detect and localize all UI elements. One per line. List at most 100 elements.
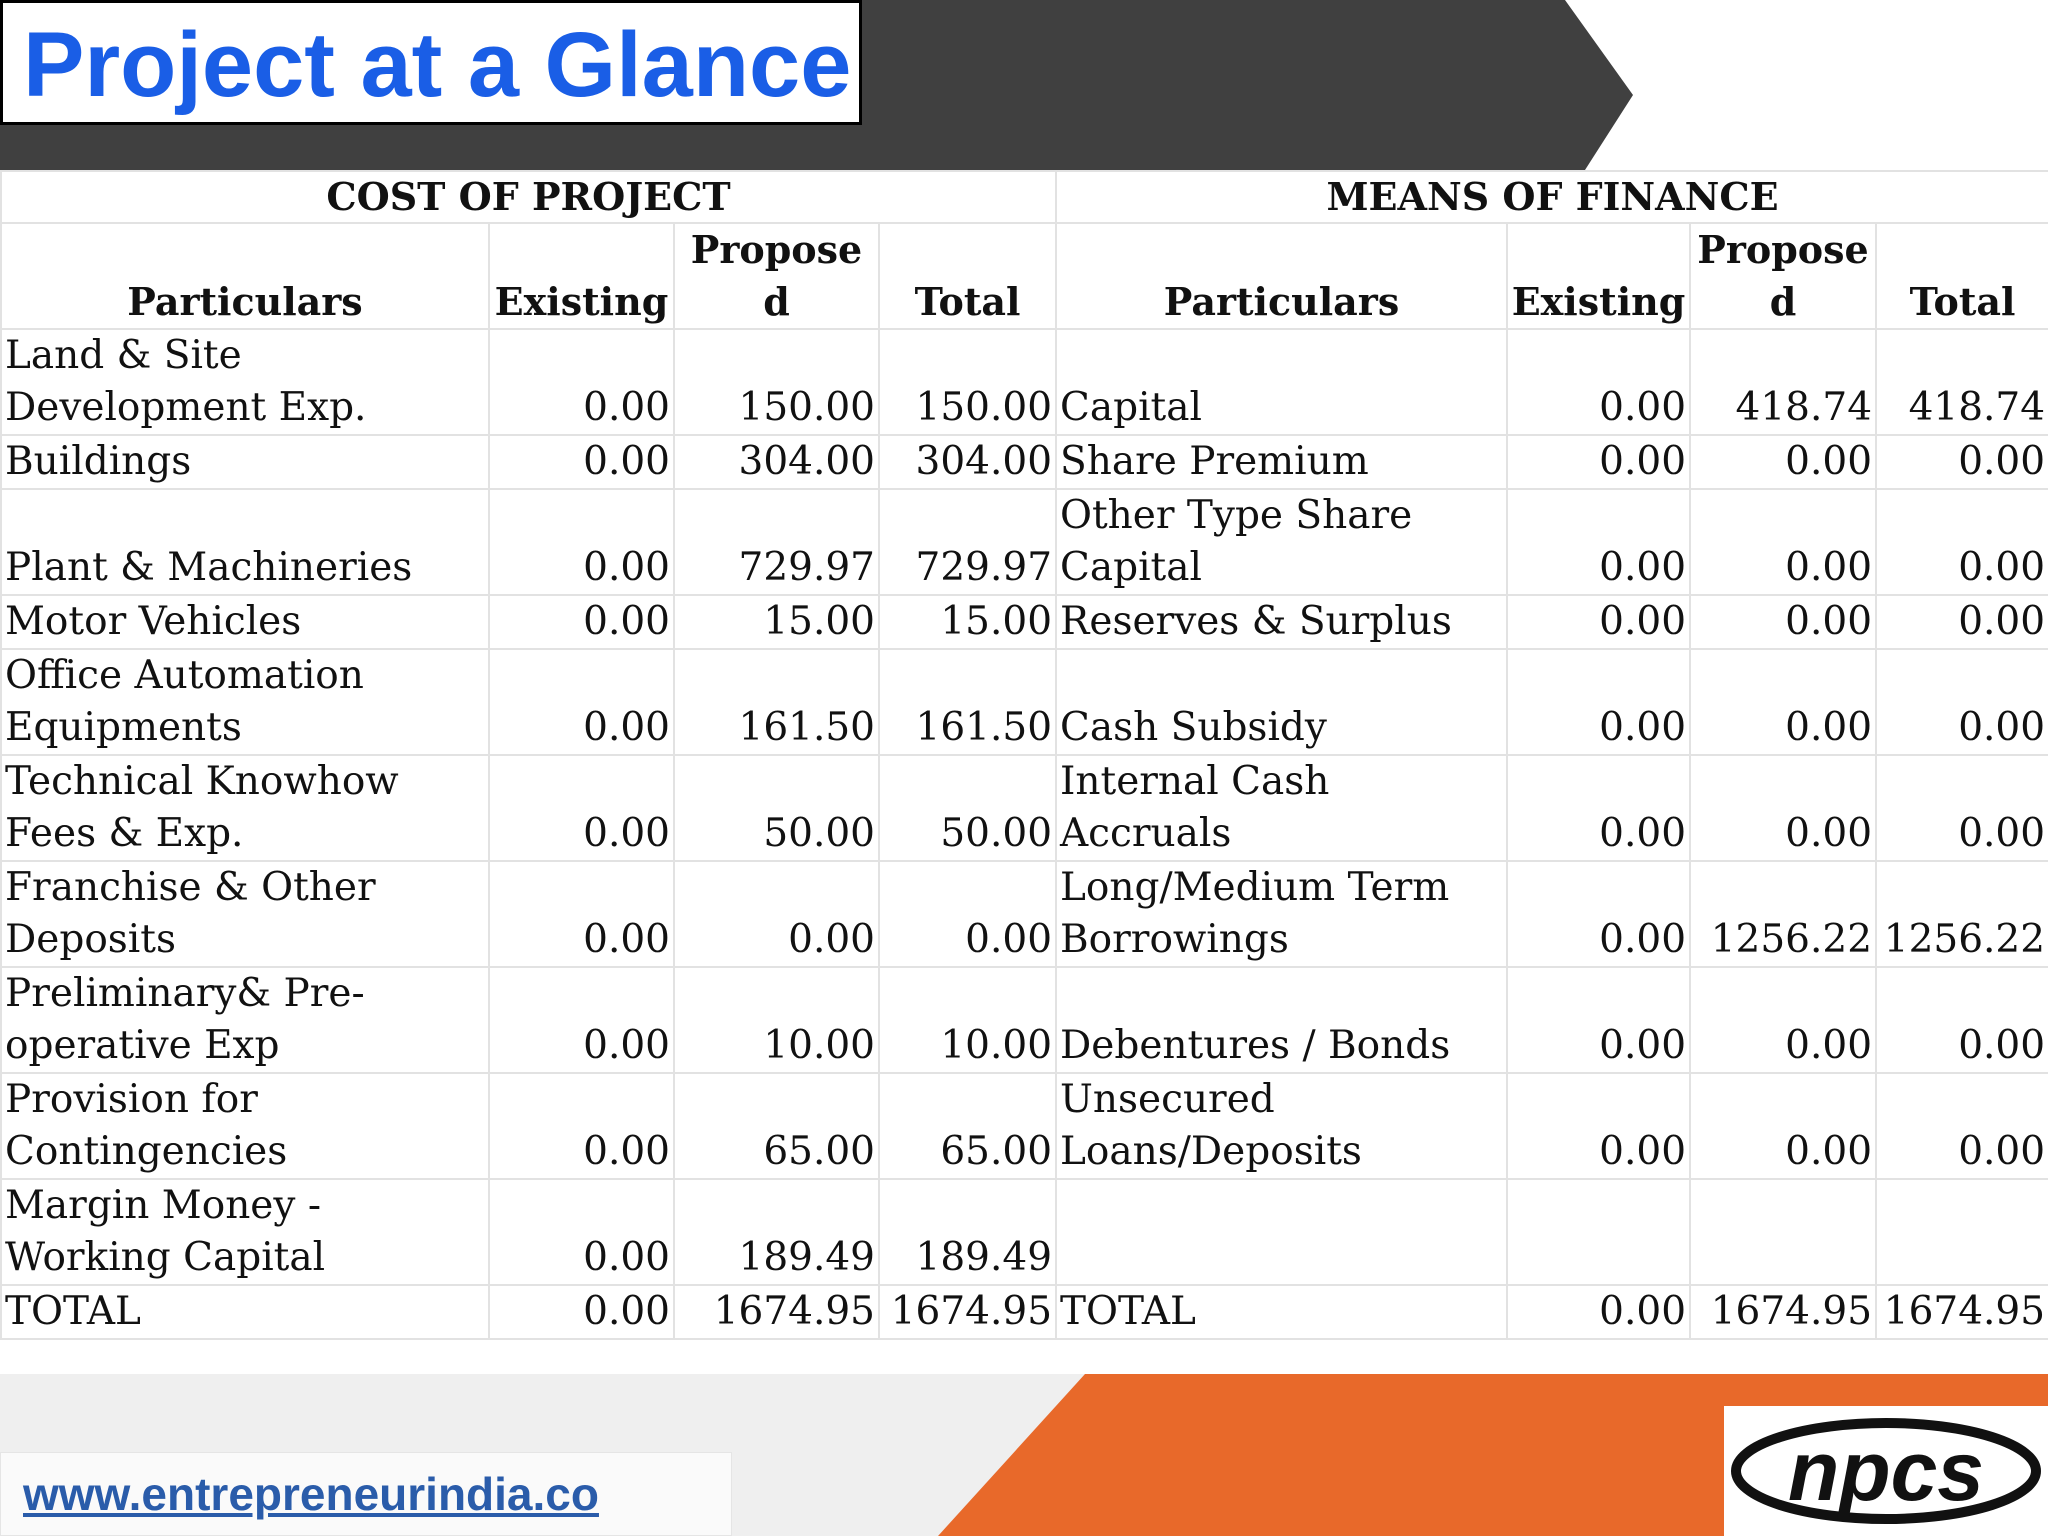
table-row: TOTAL 0.00 1674.95 1674.95 TOTAL 0.00 1674.95 1… — [0, 1284, 2048, 1340]
table-row: Land & Site Development Exp. 0.00 150.00 15… — [0, 328, 2048, 436]
column-header: Proposed — [673, 222, 880, 330]
table-cell: Capital — [1055, 328, 1509, 436]
table-cell: TOTAL — [0, 1284, 490, 1340]
table-row: Office Automation Equipments 0.00 161.50 16… — [0, 648, 2048, 756]
table-cell: 189.49 — [877, 1178, 1058, 1286]
column-header: Proposed — [1689, 222, 1878, 330]
table-cell: 150.00 — [673, 328, 880, 436]
table-row: Motor Vehicles 0.00 15.00 15.00 Reserves & S… — [0, 594, 2048, 650]
table-cell: 0.00 — [1875, 648, 2048, 756]
table-cell: 161.50 — [673, 648, 880, 756]
table-cell: 189.49 — [673, 1178, 880, 1286]
table-cell: 150.00 — [877, 328, 1058, 436]
table-cell: Share Premium — [1055, 434, 1509, 490]
table-cell: 0.00 — [1506, 648, 1692, 756]
table-cell: 0.00 — [1506, 328, 1692, 436]
table-cell: 0.00 — [488, 434, 675, 490]
table-cell: 0.00 — [1506, 1284, 1692, 1340]
table-cell: 0.00 — [488, 594, 675, 650]
table-cell: 0.00 — [1689, 648, 1878, 756]
table-cell: Cash Subsidy — [1055, 648, 1509, 756]
table-cell: 50.00 — [877, 754, 1058, 862]
table-cell: Other Type Share Capital — [1055, 488, 1509, 596]
table-cell: 0.00 — [1506, 434, 1692, 490]
table-cell: Office Automation Equipments — [0, 648, 490, 756]
table-cell — [1875, 1178, 2048, 1286]
group-header: COST OF PROJECT — [0, 170, 1058, 224]
table-row: Plant & Machineries 0.00 729.97 729.97 Other… — [0, 488, 2048, 596]
table: COST OF PROJECT MEANS OF FINANCE Particula… — [0, 170, 2048, 1340]
column-header: Existing — [488, 222, 675, 330]
table-cell: 1256.22 — [1689, 860, 1878, 968]
table-cell: 15.00 — [877, 594, 1058, 650]
table-cell: 0.00 — [1506, 594, 1692, 650]
table-cell: 0.00 — [488, 1284, 675, 1340]
column-header: Particulars — [1055, 222, 1509, 330]
table-cell: 418.74 — [1689, 328, 1878, 436]
table-cell: 0.00 — [1689, 1072, 1878, 1180]
table-cell: Debentures / Bonds — [1055, 966, 1509, 1074]
table-cell: Land & Site Development Exp. — [0, 328, 490, 436]
table-cell: Technical Knowhow Fees & Exp. — [0, 754, 490, 862]
table-cell: 1674.95 — [1689, 1284, 1878, 1340]
table-cell: 10.00 — [877, 966, 1058, 1074]
table-cell: TOTAL — [1055, 1284, 1509, 1340]
table-row: Franchise & Other Deposits 0.00 0.00 0.00 Lo… — [0, 860, 2048, 968]
table-cell — [1506, 1178, 1692, 1286]
table-cell: 0.00 — [1689, 966, 1878, 1074]
table-cell: 0.00 — [488, 860, 675, 968]
table-cell: 0.00 — [488, 1072, 675, 1180]
table-cell: 1674.95 — [1875, 1284, 2048, 1340]
table-cell: 10.00 — [673, 966, 880, 1074]
table-cell: 0.00 — [1875, 594, 2048, 650]
table-cell: 0.00 — [488, 328, 675, 436]
table-cell: 65.00 — [877, 1072, 1058, 1180]
logo-ring — [1731, 1418, 2041, 1524]
table-cell: 0.00 — [488, 488, 675, 596]
table-cell: 65.00 — [673, 1072, 880, 1180]
logo: npcs — [1724, 1406, 2048, 1536]
table-cell: 0.00 — [488, 754, 675, 862]
table-cell: 0.00 — [1506, 488, 1692, 596]
table-cell: 418.74 — [1875, 328, 2048, 436]
title: Project at a Glance — [0, 0, 862, 125]
table-cell: 0.00 — [1875, 434, 2048, 490]
table-cell: Motor Vehicles — [0, 594, 490, 650]
table-body: COST OF PROJECT MEANS OF FINANCE Particula… — [0, 170, 2048, 1340]
table-cell: 0.00 — [488, 966, 675, 1074]
table-cell: 304.00 — [673, 434, 880, 490]
table-cell: Franchise & Other Deposits — [0, 860, 490, 968]
table-cell: 161.50 — [877, 648, 1058, 756]
table-cell: 729.97 — [877, 488, 1058, 596]
table-cell: 729.97 — [673, 488, 880, 596]
table-row: Preliminary& Pre-operative Exp 0.00 10.00 1… — [0, 966, 2048, 1074]
table-cell: 0.00 — [1689, 434, 1878, 490]
table-cell: 0.00 — [488, 1178, 675, 1286]
table-row: Margin Money - Working Capital 0.00 189.49… — [0, 1178, 2048, 1286]
table-cell: 304.00 — [877, 434, 1058, 490]
table-cell: Long/Medium Term Borrowings — [1055, 860, 1509, 968]
table-cell: Reserves & Surplus — [1055, 594, 1509, 650]
table-cell: 0.00 — [1875, 488, 2048, 596]
table-cell: Buildings — [0, 434, 490, 490]
table-cell: 0.00 — [1506, 1072, 1692, 1180]
group-row: COST OF PROJECT MEANS OF FINANCE — [0, 170, 2048, 224]
table-cell: Preliminary& Pre-operative Exp — [0, 966, 490, 1074]
table-cell: 0.00 — [1875, 754, 2048, 862]
table-cell: 0.00 — [1875, 966, 2048, 1074]
table-cell: 0.00 — [673, 860, 880, 968]
table-cell: 0.00 — [1689, 754, 1878, 862]
table-cell: Plant & Machineries — [0, 488, 490, 596]
logo-text: npcs — [1787, 1424, 1985, 1518]
table-row: Provision for Contingencies 0.00 65.00 65.0… — [0, 1072, 2048, 1180]
table-cell: 0.00 — [1875, 1072, 2048, 1180]
column-header: Existing — [1506, 222, 1692, 330]
table-cell — [1055, 1178, 1509, 1286]
table-cell: 1674.95 — [673, 1284, 880, 1340]
header-row: Particulars Existing Proposed Total Particul… — [0, 222, 2048, 330]
column-header: Total — [1875, 222, 2048, 330]
table-cell: Margin Money - Working Capital — [0, 1178, 490, 1286]
table-cell: 0.00 — [877, 860, 1058, 968]
group-header: MEANS OF FINANCE — [1055, 170, 2048, 224]
website-link[interactable]: www.entrepreneurindia.co — [0, 1452, 732, 1536]
